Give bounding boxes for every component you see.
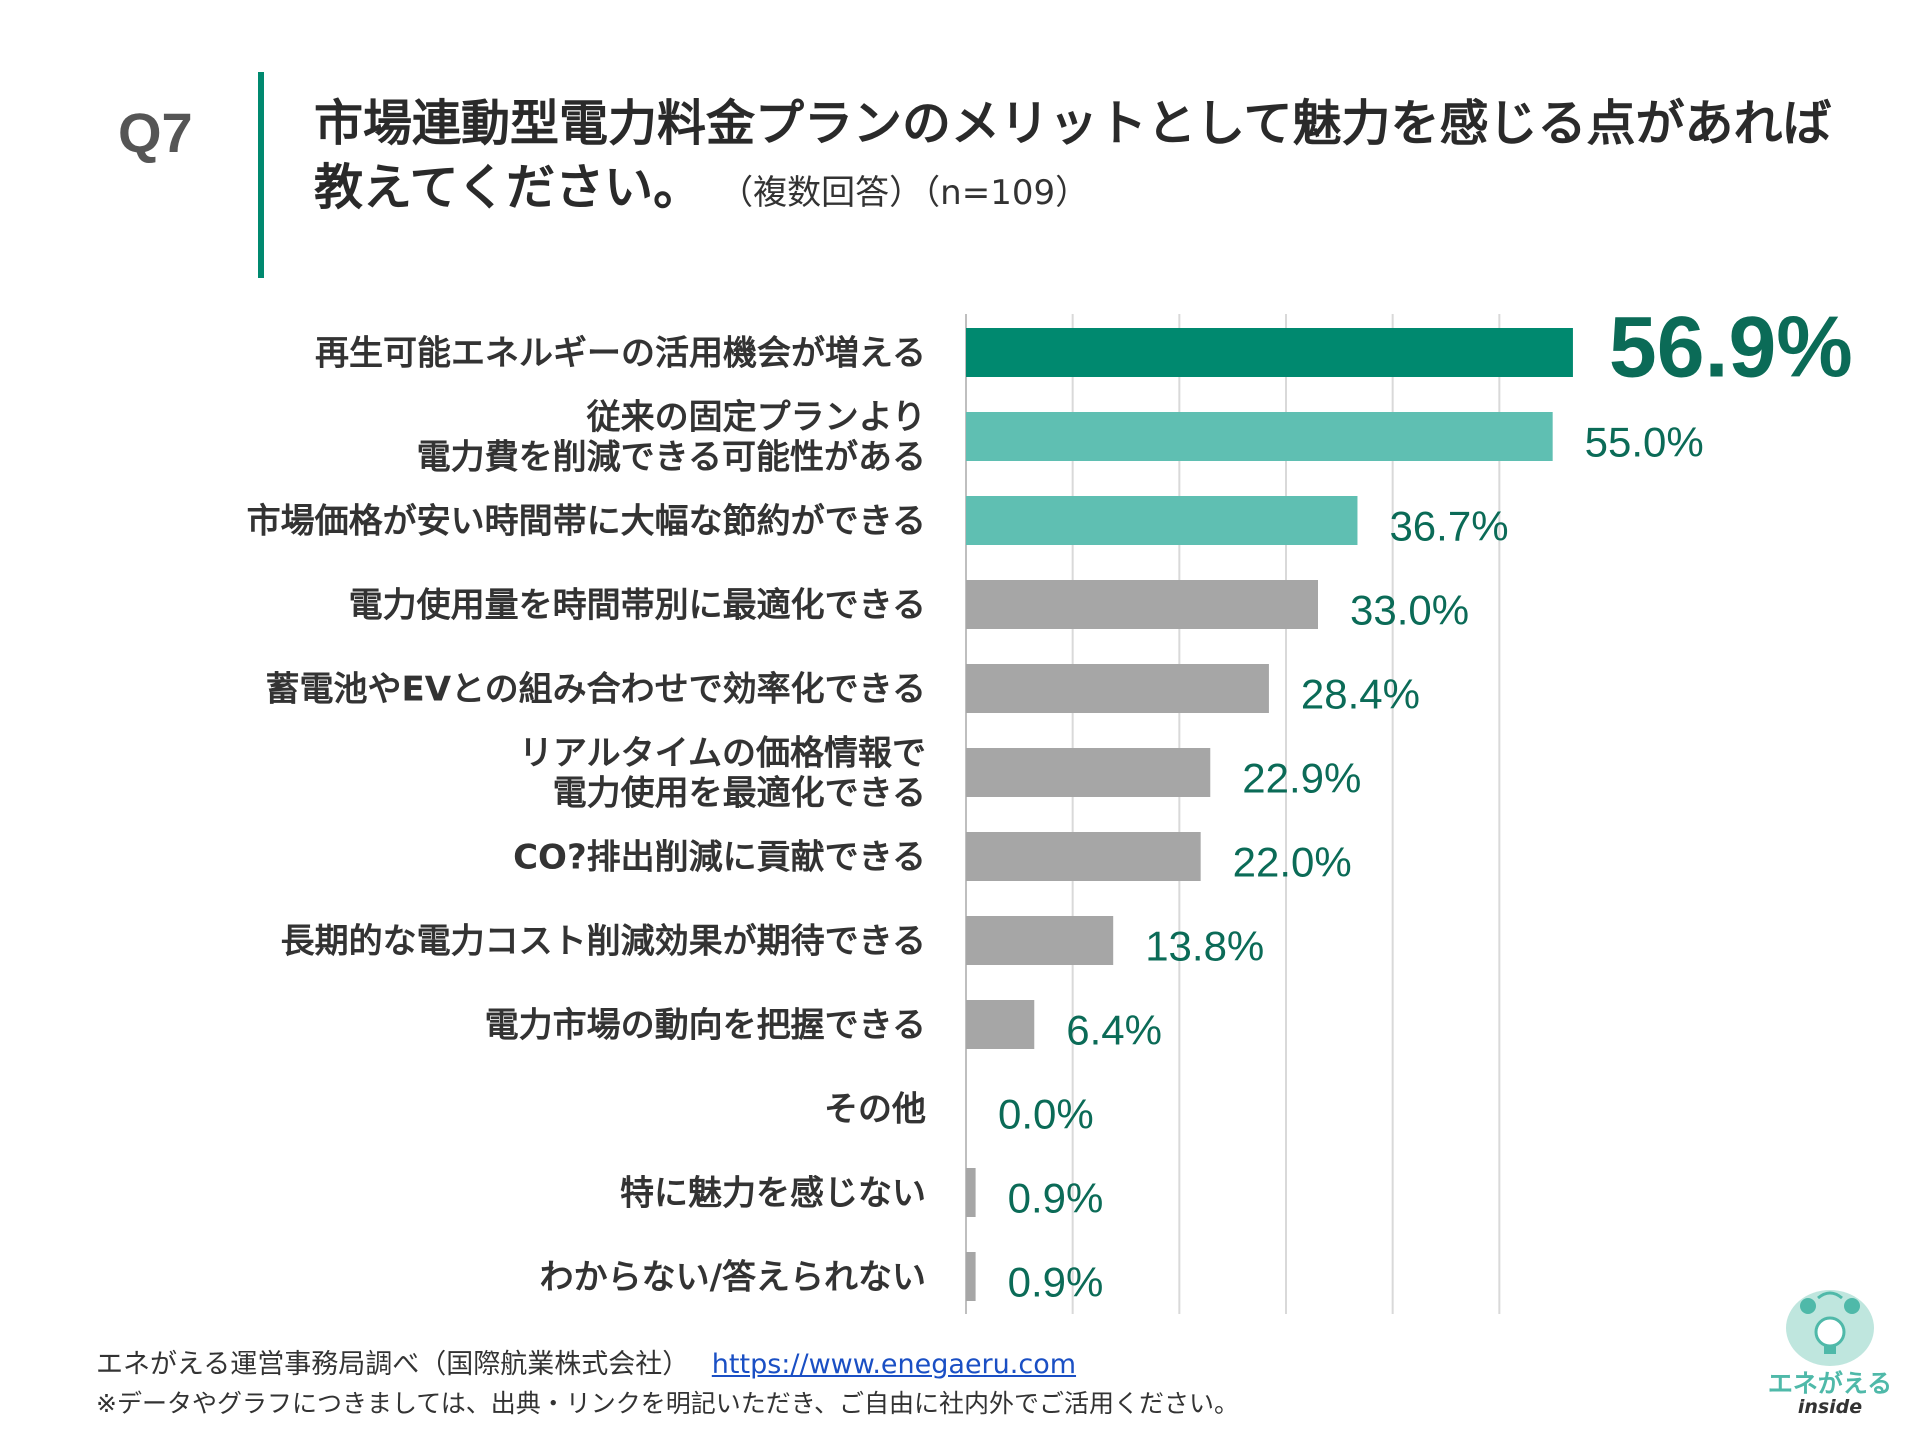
data-label: 0.9%: [1008, 1175, 1104, 1222]
data-label: 0.9%: [1008, 1259, 1104, 1306]
question-number: Q7: [118, 101, 193, 164]
bar-chart: 再生可能エネルギーの活用機会が増える 56.9% 従来の固定プランより電力費を削減で…: [247, 300, 1853, 1314]
logo-mark-icon: [1786, 1290, 1874, 1366]
usage-note: ※データやグラフにつきましては、出典・リンクを明記いただき、ご自由に社内外でご活…: [96, 1389, 1239, 1418]
data-label: 36.7%: [1389, 503, 1508, 550]
data-label: 55.0%: [1585, 419, 1704, 466]
header-divider: [258, 72, 264, 278]
data-label: 6.4%: [1066, 1007, 1162, 1054]
data-label: 13.8%: [1145, 923, 1264, 970]
logo-text: エネがえる: [1767, 1369, 1893, 1398]
bar: [966, 496, 1358, 545]
category-label: 長期的な電力コスト削減効果が期待できる: [281, 922, 926, 962]
data-label: 56.9%: [1609, 300, 1853, 396]
category-label: 従来の固定プランより電力費を削減できる可能性がある: [417, 398, 926, 478]
bar: [966, 832, 1201, 881]
bar: [966, 916, 1114, 965]
source-line: エネがえる運営事務局調べ（国際航業株式会社） https://www.enega…: [96, 1342, 1076, 1381]
question-text: 市場連動型電力料金プランのメリットとして魅力を感じる点があれば教えてください。: [314, 95, 1832, 216]
bar: [966, 412, 1553, 461]
source-text: エネがえる運営事務局調べ（国際航業株式会社）: [96, 1349, 690, 1380]
bar: [966, 1252, 976, 1301]
bar: [966, 580, 1318, 629]
logo: エネがえる inside: [1752, 1280, 1908, 1430]
category-label: 電力使用量を時間帯別に最適化できる: [349, 586, 926, 626]
category-label: わからない/答えられない: [540, 1258, 926, 1298]
data-label: 33.0%: [1350, 587, 1469, 634]
bar: [966, 1168, 976, 1217]
page-title: 市場連動型電力料金プランのメリットとして魅力を感じる点があれば教えてください。 …: [314, 92, 1874, 225]
category-label: CO?排出削減に貢献できる: [513, 838, 926, 878]
source-link[interactable]: https://www.enegaeru.com: [711, 1349, 1077, 1380]
category-label: 再生可能エネルギーの活用機会が増える: [315, 334, 926, 374]
bar: [966, 1000, 1035, 1049]
data-label: 0.0%: [998, 1091, 1094, 1138]
category-label: その他: [824, 1090, 926, 1130]
data-label: 22.0%: [1233, 839, 1352, 886]
data-label: 28.4%: [1301, 671, 1420, 718]
logo-subtext: inside: [1797, 1396, 1863, 1418]
category-label: 特に魅力を感じない: [620, 1174, 926, 1214]
category-label: 電力市場の動向を把握できる: [485, 1006, 926, 1046]
category-label: リアルタイムの価格情報で電力使用を最適化できる: [519, 734, 926, 814]
category-label: 市場価格が安い時間帯に大幅な節約ができる: [247, 502, 926, 542]
question-note: （複数回答）（n=109）: [719, 173, 1090, 213]
bar: [966, 748, 1211, 797]
category-label: 蓄電池やEVとの組み合わせで効率化できる: [265, 670, 926, 710]
data-label: 22.9%: [1242, 755, 1361, 802]
bar: [966, 328, 1573, 377]
bar: [966, 664, 1269, 713]
